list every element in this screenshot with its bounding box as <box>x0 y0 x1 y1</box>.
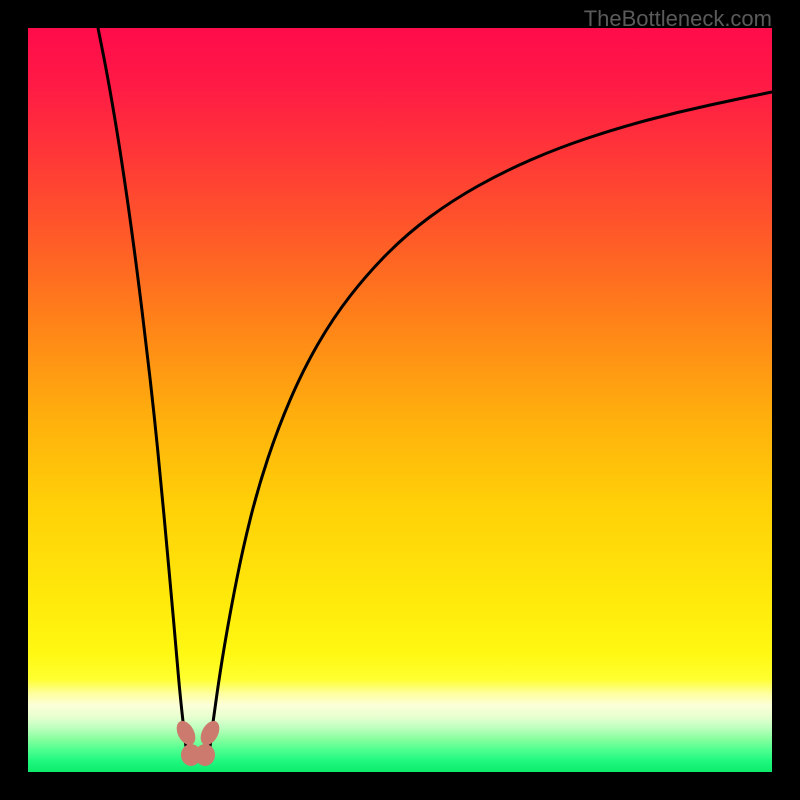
plot-area <box>28 28 772 772</box>
valley-marker <box>197 718 223 748</box>
valley-marker <box>173 718 199 748</box>
bottleneck-curve-left <box>98 28 186 747</box>
curve-layer <box>28 28 772 772</box>
watermark-text: TheBottleneck.com <box>584 6 772 32</box>
bottleneck-curve-right <box>210 92 772 747</box>
chart-container: TheBottleneck.com <box>0 0 800 800</box>
valley-marker <box>195 744 215 766</box>
valley-markers <box>173 718 223 766</box>
